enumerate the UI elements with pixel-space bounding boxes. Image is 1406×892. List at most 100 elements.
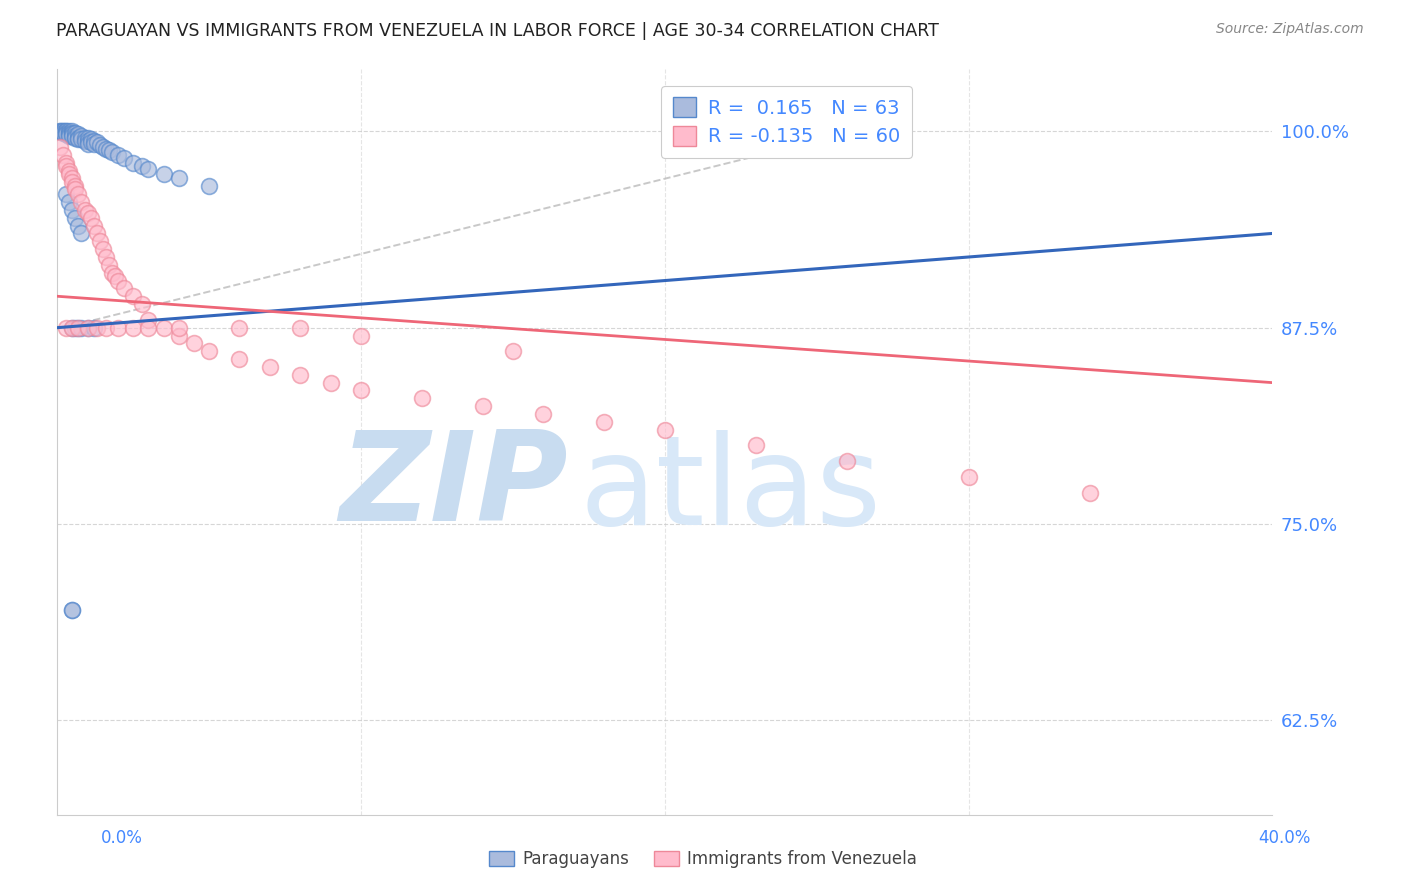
Point (167, 320, 190, 334)
Point (49, 124, 72, 138)
Point (104, 268, 127, 283)
Point (58, 129, 80, 144)
Point (60, 124, 83, 138)
Point (411, 392, 433, 406)
Point (60, 175, 83, 189)
Point (593, 415, 616, 429)
Point (107, 274, 129, 288)
Point (65, 182, 87, 196)
Point (136, 162, 159, 177)
Point (136, 320, 159, 334)
Point (1078, 485, 1101, 500)
Point (67, 219, 90, 233)
Point (86, 320, 108, 334)
Point (745, 438, 768, 452)
Point (350, 384, 373, 398)
Point (70, 132, 93, 146)
Text: PARAGUAYAN VS IMMIGRANTS FROM VENEZUELA IN LABOR FORCE | AGE 30-34 CORRELATION C: PARAGUAYAN VS IMMIGRANTS FROM VENEZUELA … (56, 22, 939, 40)
Point (83, 136, 105, 151)
Point (58, 126, 80, 140)
Point (76, 320, 98, 334)
Point (112, 281, 135, 295)
Point (319, 376, 342, 390)
Point (65, 126, 87, 140)
Point (65, 211, 87, 225)
Point (67, 130, 90, 145)
Point (94, 250, 117, 264)
Point (91, 140, 114, 154)
Point (70, 129, 93, 144)
Point (122, 289, 145, 303)
Text: ZIP: ZIP (339, 425, 568, 547)
Point (67, 187, 90, 202)
Point (122, 320, 145, 334)
Point (198, 344, 221, 359)
Point (70, 194, 93, 209)
Point (67, 128, 90, 142)
Point (49, 140, 72, 154)
Point (97, 258, 120, 272)
Point (89, 138, 111, 153)
Point (94, 320, 117, 334)
Point (183, 336, 205, 351)
Text: Source: ZipAtlas.com: Source: ZipAtlas.com (1216, 22, 1364, 37)
Text: 0.0%: 0.0% (101, 829, 143, 847)
Point (60, 202, 83, 217)
Point (131, 297, 153, 311)
Point (112, 151, 135, 165)
Point (531, 407, 554, 421)
Legend: Paraguayans, Immigrants from Venezuela: Paraguayans, Immigrants from Venezuela (482, 844, 924, 875)
Point (60, 129, 83, 144)
Point (228, 352, 250, 367)
Point (79, 132, 101, 146)
Point (55, 155, 77, 169)
Point (837, 454, 859, 468)
Point (73, 202, 96, 217)
Point (60, 603, 83, 617)
Point (471, 399, 494, 413)
Point (107, 320, 129, 334)
Point (55, 187, 77, 202)
Point (97, 143, 120, 157)
Point (60, 126, 83, 140)
Point (76, 134, 98, 148)
Point (107, 148, 129, 162)
Point (70, 227, 93, 241)
Point (70, 320, 93, 334)
Point (101, 266, 124, 280)
Point (60, 603, 83, 617)
Point (52, 148, 75, 162)
Point (76, 136, 98, 151)
Point (73, 130, 96, 145)
Point (136, 313, 159, 327)
Point (65, 320, 87, 334)
Point (55, 128, 77, 142)
Point (55, 126, 77, 140)
Point (52, 126, 75, 140)
Point (67, 132, 90, 146)
Point (52, 124, 75, 138)
Point (101, 145, 124, 159)
Point (86, 227, 108, 241)
Point (167, 328, 190, 343)
Point (55, 320, 77, 334)
Point (228, 320, 250, 334)
Point (122, 155, 145, 169)
Point (89, 235, 111, 249)
Point (350, 328, 373, 343)
Point (198, 179, 221, 194)
Point (91, 242, 114, 256)
Text: atlas: atlas (579, 430, 882, 550)
Point (502, 344, 524, 359)
Point (76, 320, 98, 334)
Text: 40.0%: 40.0% (1258, 829, 1310, 847)
Point (55, 124, 77, 138)
Point (67, 320, 90, 334)
Point (60, 320, 83, 334)
Point (76, 206, 98, 220)
Point (957, 470, 980, 484)
Point (58, 128, 80, 142)
Point (79, 211, 101, 225)
Point (65, 129, 87, 144)
Point (290, 320, 312, 334)
